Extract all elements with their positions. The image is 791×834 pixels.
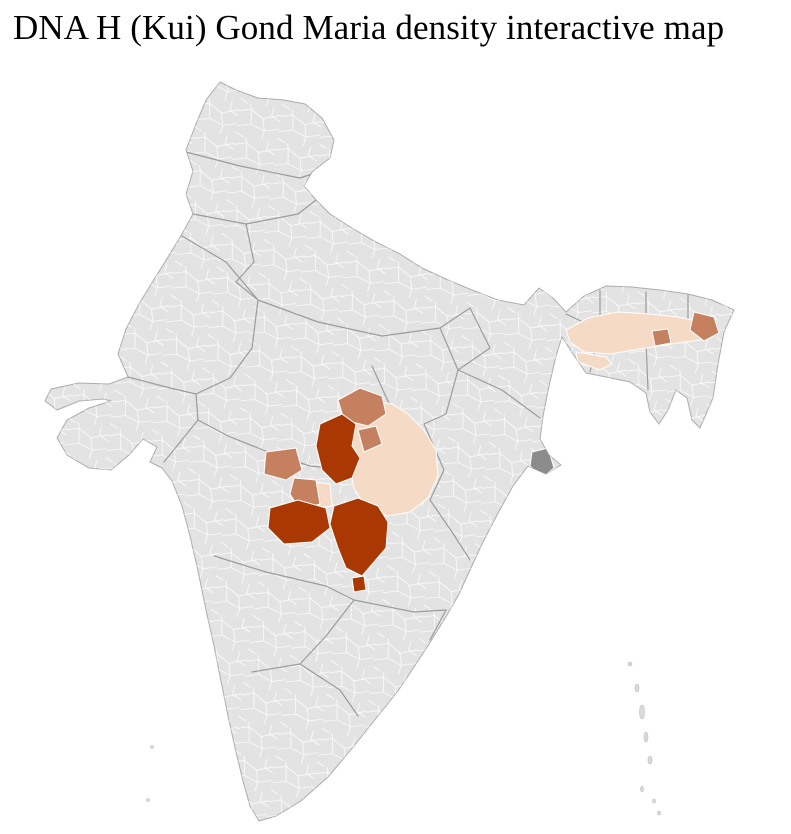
low-density-district[interactable] [575, 351, 613, 371]
high-density-district[interactable] [351, 575, 367, 593]
andaman-nicobar-islands[interactable] [627, 661, 661, 816]
high-density-district[interactable] [329, 497, 389, 577]
density-districts [263, 311, 720, 593]
lakshadweep-islands[interactable] [146, 745, 154, 802]
medium-density-district[interactable] [357, 425, 383, 453]
medium-density-district[interactable] [651, 328, 672, 347]
page-title: DNA H (Kui) Gond Maria density interacti… [13, 8, 725, 47]
medium-density-district[interactable] [689, 311, 720, 342]
high-density-district[interactable] [315, 413, 361, 485]
medium-density-district[interactable] [263, 447, 303, 481]
urban-gray-district[interactable] [529, 447, 555, 479]
high-density-district[interactable] [267, 499, 331, 545]
